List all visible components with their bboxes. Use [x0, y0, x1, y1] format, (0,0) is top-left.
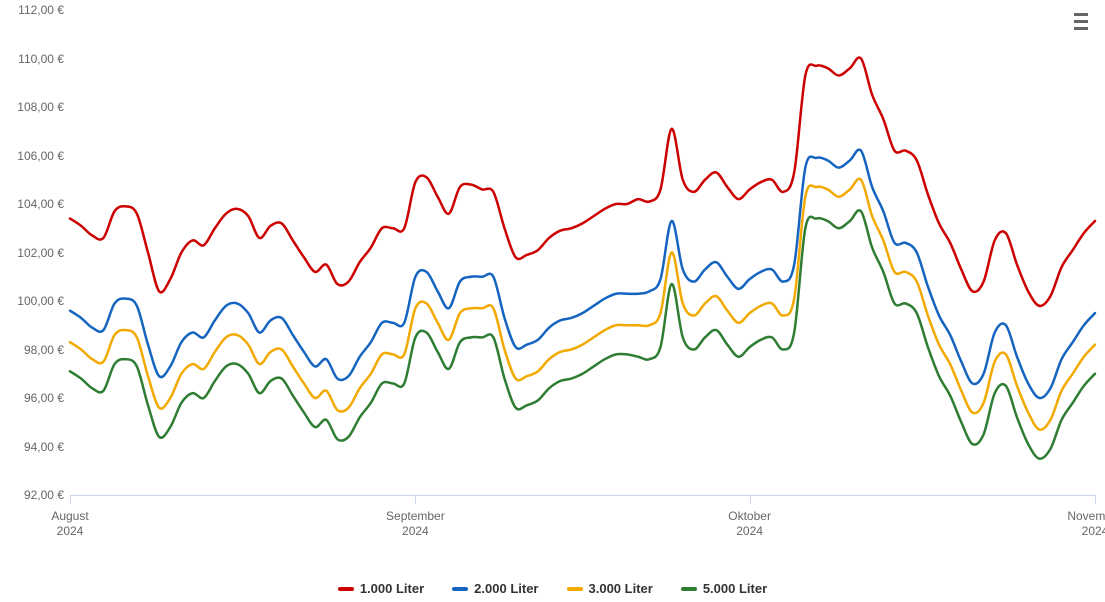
- x-axis-label: August2024: [51, 509, 88, 539]
- legend-label: 1.000 Liter: [360, 581, 424, 596]
- y-axis-label: 112,00 €: [18, 3, 70, 17]
- chart-legend: 1.000 Liter 2.000 Liter 3.000 Liter 5.000 L…: [0, 581, 1105, 596]
- legend-label: 3.000 Liter: [589, 581, 653, 596]
- x-axis-label: Oktober2024: [728, 509, 771, 539]
- y-axis-label: 106,00 €: [17, 149, 70, 163]
- line-chart: 92,00 € 94,00 € 96,00 € 98,00 € 100,00 € 102,…: [0, 0, 1105, 602]
- y-axis-label: 100,00 €: [17, 294, 70, 308]
- legend-swatch: [452, 587, 468, 591]
- x-axis-tick: [750, 495, 751, 504]
- y-axis-label: 98,00 €: [24, 343, 70, 357]
- x-axis-tick: [1095, 495, 1096, 504]
- series-line-s2000: [70, 150, 1095, 398]
- legend-item-s5000[interactable]: 5.000 Liter: [681, 581, 767, 596]
- legend-item-s3000[interactable]: 3.000 Liter: [567, 581, 653, 596]
- chart-lines-svg: [70, 10, 1095, 495]
- x-axis-tick: [415, 495, 416, 504]
- x-axis-label: November2024: [1067, 509, 1105, 539]
- legend-label: 2.000 Liter: [474, 581, 538, 596]
- legend-item-s2000[interactable]: 2.000 Liter: [452, 581, 538, 596]
- series-line-s1000: [70, 57, 1095, 305]
- y-axis-label: 96,00 €: [24, 391, 70, 405]
- y-axis-label: 102,00 €: [17, 246, 70, 260]
- legend-swatch: [567, 587, 583, 591]
- x-axis-tick: [70, 495, 71, 504]
- legend-label: 5.000 Liter: [703, 581, 767, 596]
- series-line-s5000: [70, 210, 1095, 458]
- y-axis-label: 94,00 €: [24, 440, 70, 454]
- plot-area: 92,00 €94,00 €96,00 €98,00 €100,00 €102,…: [70, 10, 1095, 495]
- y-axis-label: 92,00 €: [24, 488, 70, 502]
- y-axis-label: 110,00 €: [18, 52, 70, 66]
- legend-swatch: [338, 587, 354, 591]
- y-axis-label: 104,00 €: [17, 197, 70, 211]
- legend-item-s1000[interactable]: 1.000 Liter: [338, 581, 424, 596]
- y-axis-label: 108,00 €: [17, 100, 70, 114]
- legend-swatch: [681, 587, 697, 591]
- x-axis-line: [70, 495, 1095, 496]
- x-axis-label: September2024: [386, 509, 445, 539]
